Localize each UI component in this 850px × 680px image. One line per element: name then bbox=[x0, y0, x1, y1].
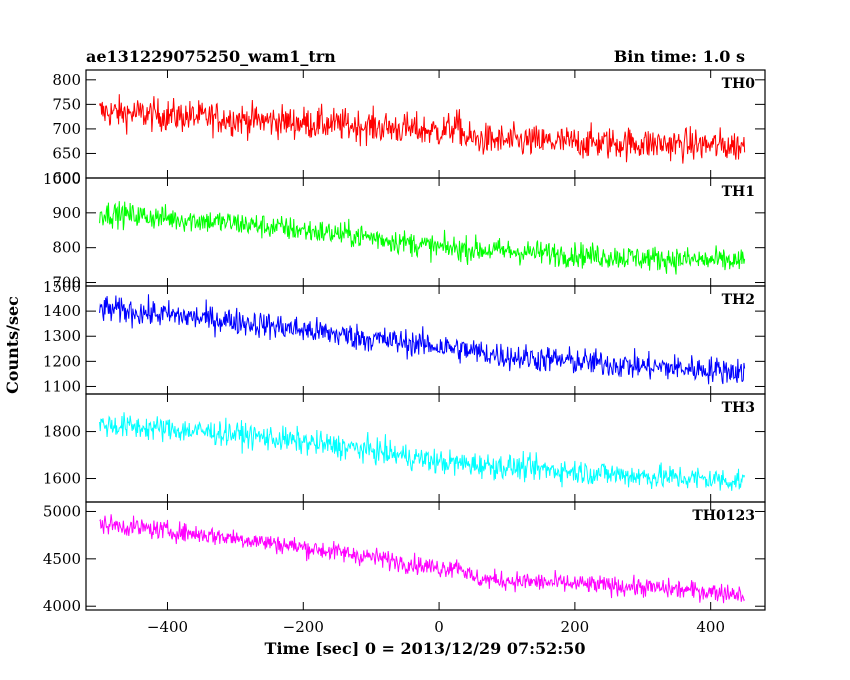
x-tick-label: 0 bbox=[434, 618, 444, 636]
panel-frame bbox=[85, 177, 766, 287]
y-tick-label: 700 bbox=[52, 120, 81, 138]
bin-time-label: Bin time: 1.0 s bbox=[614, 47, 745, 66]
y-tick-label: 700 bbox=[52, 274, 81, 292]
y-tick-label: 900 bbox=[52, 204, 81, 222]
x-axis: −400 −200 0 200 400 bbox=[147, 618, 725, 636]
x-tick-label: 400 bbox=[696, 618, 725, 636]
panel-th0123: 4000 4500 5000 TH0123 bbox=[43, 501, 766, 615]
panel-frame bbox=[85, 285, 766, 395]
y-tick-label: 5000 bbox=[43, 502, 81, 520]
y-tick-label: 1000 bbox=[43, 170, 81, 188]
y-tick-label: 650 bbox=[52, 144, 81, 162]
y-tick-label: 1400 bbox=[43, 302, 81, 320]
series-line-th1 bbox=[99, 201, 746, 275]
panel-th1: 700 800 900 1000 TH1 bbox=[43, 170, 766, 292]
y-tick-label: 1100 bbox=[43, 377, 81, 395]
chart-title: ae131229075250_wam1_trn bbox=[86, 47, 336, 66]
panel-th2: 1100 1200 1300 1400 1500 TH2 bbox=[43, 278, 766, 395]
panel-label-th0: TH0 bbox=[722, 76, 756, 92]
y-tick-label: 1500 bbox=[43, 278, 81, 296]
panel-label-th0123: TH0123 bbox=[692, 508, 755, 524]
panel-th0: 600 650 700 750 800 TH0 bbox=[52, 69, 766, 187]
x-tick-label: −200 bbox=[283, 618, 324, 636]
y-tick-label: 750 bbox=[52, 95, 81, 113]
series-line-th0123 bbox=[99, 514, 745, 604]
y-tick-label: 1600 bbox=[43, 470, 81, 488]
y-tick-label: 1200 bbox=[43, 352, 81, 370]
x-tick-label: 200 bbox=[561, 618, 590, 636]
y-tick-label: 4000 bbox=[43, 597, 81, 615]
series-line-th0 bbox=[99, 94, 746, 164]
x-axis-label: Time [sec] 0 = 2013/12/29 07:52:50 bbox=[265, 639, 586, 658]
x-tick-label: −400 bbox=[147, 618, 188, 636]
y-axis-label: Counts/sec bbox=[3, 296, 22, 394]
panel-label-th3: TH3 bbox=[722, 400, 755, 416]
series-line-th3 bbox=[99, 412, 746, 491]
y-tick-label: 800 bbox=[52, 239, 81, 257]
y-tick-label: 800 bbox=[52, 71, 81, 89]
y-tick-label: 4500 bbox=[43, 550, 81, 568]
panel-label-th1: TH1 bbox=[722, 184, 755, 200]
y-tick-label: 1300 bbox=[43, 327, 81, 345]
panel-frame bbox=[85, 501, 766, 611]
panels-group: 600 650 700 750 800 TH0 700 800 900 1000 TH1 1100 12… bbox=[43, 69, 766, 615]
panel-label-th2: TH2 bbox=[722, 292, 755, 308]
series-line-th2 bbox=[99, 294, 746, 385]
y-tick-label: 600 bbox=[52, 169, 81, 187]
panel-th3: 1600 1800 TH3 bbox=[43, 393, 766, 503]
y-tick-label: 1800 bbox=[43, 423, 81, 441]
